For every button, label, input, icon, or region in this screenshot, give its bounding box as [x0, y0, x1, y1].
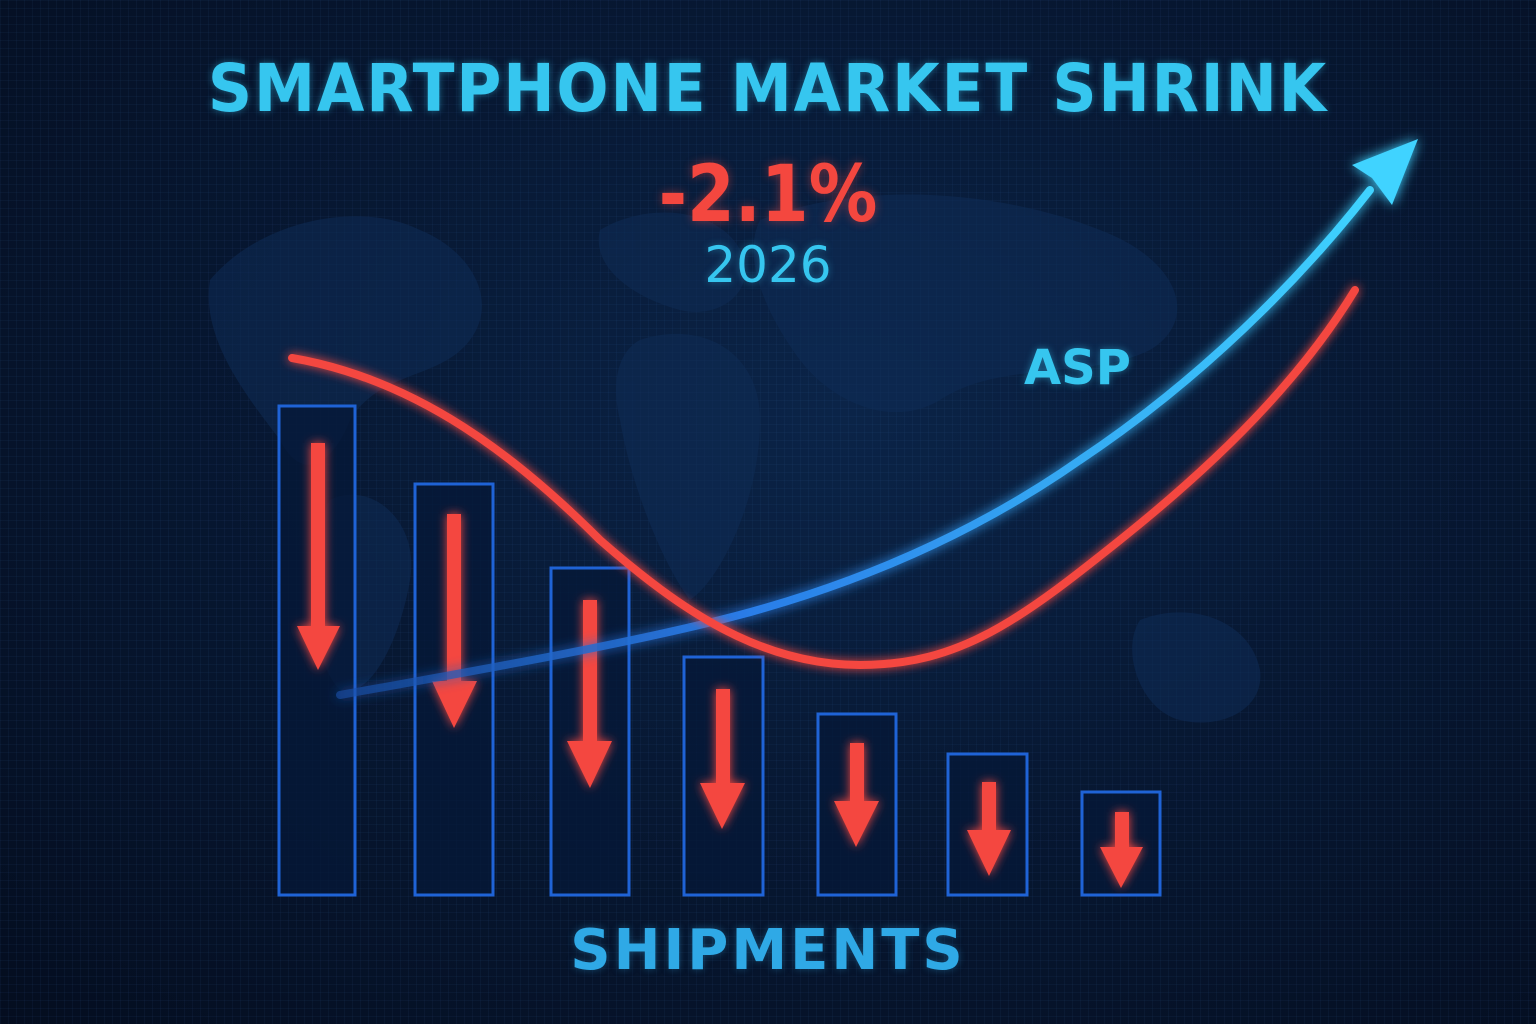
- bar-3: [549, 566, 631, 897]
- down-arrow-icon: [567, 600, 612, 788]
- shipment-bars: [277, 404, 1162, 897]
- bar-5: [816, 712, 898, 897]
- chart-title: SMARTPHONE MARKET SHRINK: [207, 50, 1329, 127]
- year-label: 2026: [704, 236, 832, 294]
- shipments-trend-line: [288, 286, 1359, 670]
- up-arrow-icon: [1352, 139, 1418, 205]
- asp-label: ASP: [1024, 340, 1131, 396]
- down-arrow-icon: [297, 443, 340, 670]
- down-arrow-icon: [1100, 812, 1143, 888]
- down-arrow-icon: [700, 689, 745, 829]
- asp-trend-line: [336, 139, 1418, 699]
- bar-6: [946, 752, 1029, 897]
- percent-change: -2.1%: [658, 150, 878, 240]
- bar-2: [413, 482, 495, 897]
- down-arrow-icon: [834, 743, 879, 847]
- down-arrow-icon: [432, 514, 477, 728]
- bar-7: [1080, 790, 1162, 897]
- bar-1: [277, 404, 357, 897]
- down-arrow-icon: [967, 782, 1011, 876]
- shipments-axis-label: SHIPMENTS: [570, 918, 966, 983]
- bar-4: [682, 655, 765, 897]
